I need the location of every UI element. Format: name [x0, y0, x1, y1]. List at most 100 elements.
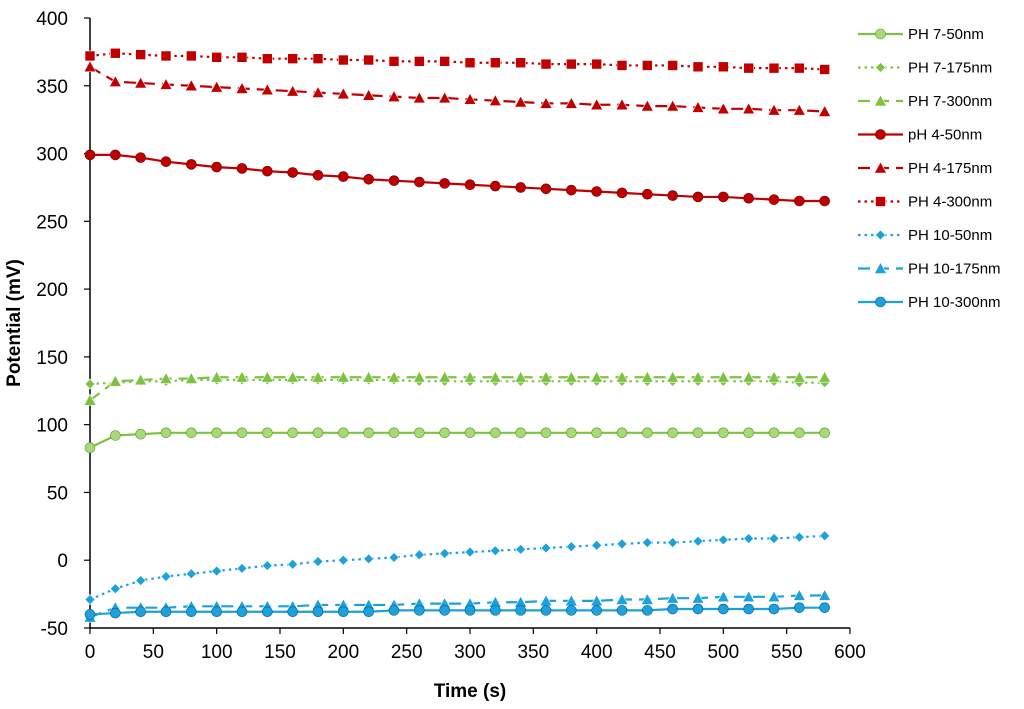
data-point — [717, 534, 729, 546]
data-point — [262, 165, 273, 177]
data-point — [819, 64, 830, 75]
series-4 — [83, 60, 832, 117]
y-tick-label: -50 — [41, 619, 68, 640]
data-point — [768, 62, 780, 74]
data-point — [363, 553, 375, 565]
data-point — [515, 543, 527, 555]
data-point — [591, 539, 603, 551]
data-point — [338, 171, 349, 182]
series-line — [89, 376, 825, 402]
data-point — [186, 50, 197, 62]
x-tick-label: 100 — [201, 642, 233, 663]
data-point — [363, 427, 374, 439]
data-point — [591, 427, 602, 439]
data-point — [388, 605, 400, 616]
data-point — [768, 533, 780, 544]
data-point — [540, 427, 552, 439]
data-point — [515, 427, 526, 439]
data-point — [692, 61, 704, 73]
data-point — [287, 606, 298, 618]
data-point — [135, 152, 146, 163]
data-point — [616, 538, 628, 550]
data-point — [667, 60, 678, 71]
data-point — [160, 571, 172, 582]
data-point — [287, 427, 298, 439]
data-point — [794, 427, 805, 439]
data-point — [312, 169, 324, 181]
legend-marker — [873, 261, 888, 274]
x-tick-label: 450 — [644, 642, 676, 663]
data-point — [514, 370, 528, 383]
data-point — [590, 370, 604, 383]
x-tick-label: 50 — [143, 642, 164, 663]
data-point — [287, 558, 299, 570]
data-point — [337, 554, 349, 566]
data-point — [184, 371, 198, 384]
data-point — [159, 371, 173, 384]
data-point — [388, 427, 400, 439]
data-point — [591, 186, 602, 197]
legend-marker — [875, 28, 886, 40]
data-point — [439, 178, 450, 189]
series-5 — [84, 47, 830, 75]
data-point — [488, 370, 502, 383]
data-point — [691, 100, 705, 113]
legend-item: PH 10-300nm — [858, 294, 1001, 311]
data-point — [642, 427, 653, 439]
data-point — [792, 370, 806, 383]
data-point — [185, 568, 197, 580]
data-point — [110, 607, 121, 619]
data-point — [818, 370, 832, 383]
data-point — [110, 430, 121, 441]
data-point — [414, 56, 425, 67]
series-line — [89, 52, 825, 71]
data-point — [564, 96, 578, 109]
series-8 — [84, 602, 830, 620]
data-point — [312, 427, 324, 439]
data-point — [743, 192, 754, 204]
data-point — [591, 605, 602, 616]
legend-marker — [875, 229, 886, 241]
data-point — [414, 176, 425, 188]
data-point — [692, 191, 704, 203]
data-point — [236, 562, 248, 574]
data-point — [540, 605, 552, 616]
legend-marker — [875, 129, 886, 140]
data-point — [260, 83, 274, 96]
data-point — [108, 75, 122, 88]
data-point — [488, 94, 502, 106]
y-tick-label: 150 — [36, 348, 68, 369]
x-axis-title: Time (s) — [434, 681, 507, 702]
data-point — [464, 605, 476, 616]
data-point — [666, 591, 680, 604]
data-point — [515, 182, 526, 193]
data-point — [413, 549, 425, 561]
legend-label: PH 7-50nm — [908, 26, 984, 43]
data-point — [362, 88, 376, 101]
data-point — [716, 370, 730, 383]
legend-label: PH 4-175nm — [908, 160, 992, 177]
x-tick-label: 400 — [581, 642, 613, 663]
y-axis-title: Potential (mV) — [4, 259, 25, 387]
data-point — [767, 590, 781, 603]
legend: PH 7-50nm PH 7-175nm PH 7-300nm pH 4-50nm PH… — [858, 26, 1001, 311]
y-tick-label: 0 — [57, 551, 68, 572]
data-point — [616, 187, 628, 199]
series-line — [89, 606, 825, 616]
legend-label: pH 4-50nm — [908, 127, 982, 144]
data-point — [818, 588, 832, 601]
data-point — [439, 605, 450, 616]
data-point — [819, 530, 831, 542]
data-point — [616, 427, 628, 439]
data-point — [566, 58, 577, 70]
data-point — [160, 606, 172, 618]
legend-label: PH 7-300nm — [908, 93, 992, 110]
axes: -50 0 50 100 150 200 250 300 350 400 0 50 100 150 200… — [36, 9, 866, 663]
data-point — [490, 57, 501, 69]
data-point — [363, 606, 374, 618]
data-point — [768, 603, 780, 615]
series-line — [89, 65, 825, 113]
data-point — [464, 179, 476, 191]
data-point — [515, 605, 526, 616]
data-point — [211, 52, 222, 63]
